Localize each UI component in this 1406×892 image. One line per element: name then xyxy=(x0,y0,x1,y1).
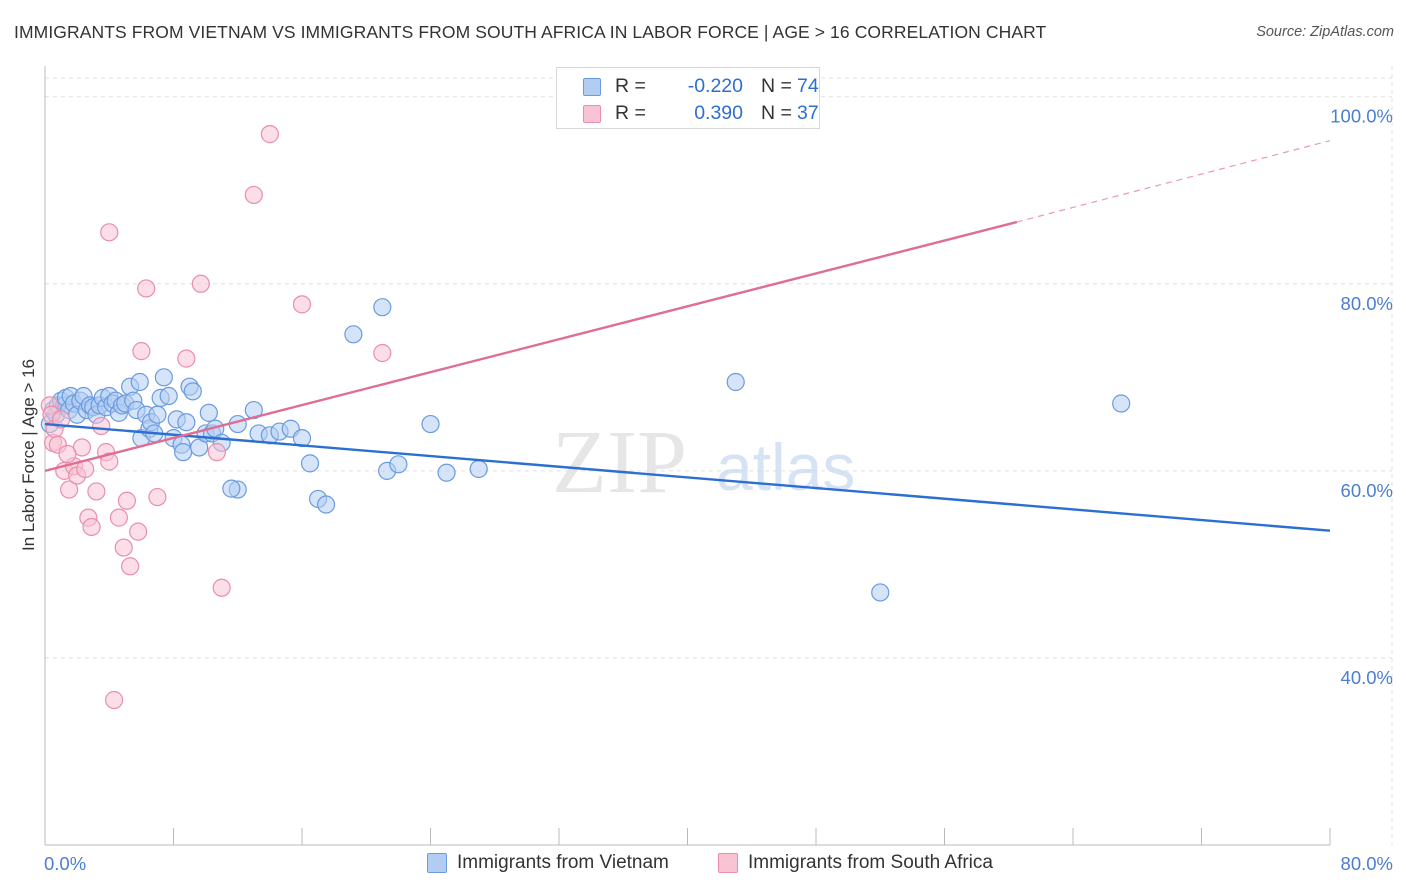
vietnam-point xyxy=(292,429,312,448)
south-africa-point xyxy=(148,487,167,507)
vietnam-point xyxy=(469,459,488,479)
vietnam-legend-label: Immigrants from Vietnam xyxy=(457,852,669,873)
y-tick-label: 100.0% xyxy=(1330,106,1393,127)
correlation-legend: R = -0.220 N = 74 R = 0.390 N = 37 xyxy=(556,67,820,129)
n-label: N = xyxy=(761,75,792,97)
south-africa-point xyxy=(59,480,79,499)
south-africa-point xyxy=(191,274,210,293)
south-africa-point xyxy=(100,452,119,471)
south-africa-point xyxy=(117,491,137,510)
south-africa-legend-swatch xyxy=(718,853,738,873)
vietnam-point xyxy=(437,463,456,482)
watermark: ZIP atlas xyxy=(552,413,855,512)
vietnam-point xyxy=(148,405,167,424)
south-africa-point xyxy=(58,444,77,464)
vietnam-legend-swatch xyxy=(427,853,447,873)
vietnam-point xyxy=(1112,394,1131,413)
vietnam-point xyxy=(183,382,202,401)
r-label: R = xyxy=(615,102,646,124)
vietnam-point xyxy=(199,403,218,422)
vietnam-point xyxy=(222,479,241,498)
vietnam-point xyxy=(421,414,440,434)
south-africa-point xyxy=(244,185,263,205)
vietnam-point xyxy=(344,325,363,344)
south-africa-point xyxy=(51,410,71,429)
south-africa-point xyxy=(92,416,111,436)
chart-title: IMMIGRANTS FROM VIETNAM VS IMMIGRANTS FR… xyxy=(14,22,1047,42)
south-africa-point xyxy=(87,482,106,501)
y-tick-label: 40.0% xyxy=(1341,667,1393,688)
y-tick-label: 60.0% xyxy=(1341,480,1393,501)
south-africa-legend-label: Immigrants from South Africa xyxy=(748,852,993,873)
vietnam-point xyxy=(177,413,196,432)
south-africa-point xyxy=(177,349,196,368)
vietnam-point xyxy=(373,298,392,317)
r-label: R = xyxy=(615,75,646,97)
vietnam-point xyxy=(154,368,173,387)
watermark-zip: ZIP xyxy=(552,413,687,512)
south-africa-trend-line xyxy=(44,220,1018,473)
south-africa-n-value: 37 xyxy=(797,102,819,124)
vietnam-point xyxy=(300,454,320,473)
south-africa-point xyxy=(104,690,124,710)
south-africa-point xyxy=(114,538,133,557)
axis-layer: 40.0% 60.0% 80.0% 100.0% 0.0% 80.0% xyxy=(44,66,1393,874)
vietnam-trend-line xyxy=(44,422,1331,532)
south-africa-point xyxy=(100,223,119,242)
vietnam-swatch xyxy=(583,78,601,96)
y-axis-label: In Labor Force | Age > 16 xyxy=(19,359,38,551)
vietnam-point xyxy=(726,372,745,392)
south-africa-point xyxy=(82,517,101,537)
south-africa-r-value: 0.390 xyxy=(694,102,743,124)
south-africa-trend-extension xyxy=(1016,140,1331,223)
south-africa-point xyxy=(121,557,140,576)
south-africa-point xyxy=(137,279,156,298)
south-africa-point xyxy=(132,342,151,361)
x-tick-label: 80.0% xyxy=(1341,853,1393,874)
vietnam-r-value: -0.220 xyxy=(687,75,743,97)
south-africa-point xyxy=(129,522,148,541)
vietnam-point xyxy=(159,386,178,406)
south-africa-point xyxy=(109,508,128,527)
x-tick-label: 0.0% xyxy=(44,853,86,874)
trend-layer xyxy=(44,140,1331,532)
south-africa-point xyxy=(207,443,226,462)
grid-layer xyxy=(45,66,1393,845)
source-credit: Source: ZipAtlas.com xyxy=(1256,24,1394,40)
south-africa-point xyxy=(292,295,312,314)
vietnam-n-value: 74 xyxy=(797,75,819,97)
vietnam-point xyxy=(130,372,149,392)
points-layer xyxy=(40,125,1131,710)
watermark-atlas: atlas xyxy=(716,430,855,504)
vietnam-point xyxy=(316,495,336,514)
vietnam-point xyxy=(389,455,408,474)
y-tick-label: 80.0% xyxy=(1341,293,1393,314)
south-africa-point xyxy=(373,343,392,363)
vietnam-point xyxy=(174,443,193,462)
south-africa-point xyxy=(260,125,279,144)
south-africa-point xyxy=(212,578,231,597)
n-label: N = xyxy=(761,102,792,124)
south-africa-swatch xyxy=(583,105,601,123)
vietnam-point xyxy=(871,583,890,602)
